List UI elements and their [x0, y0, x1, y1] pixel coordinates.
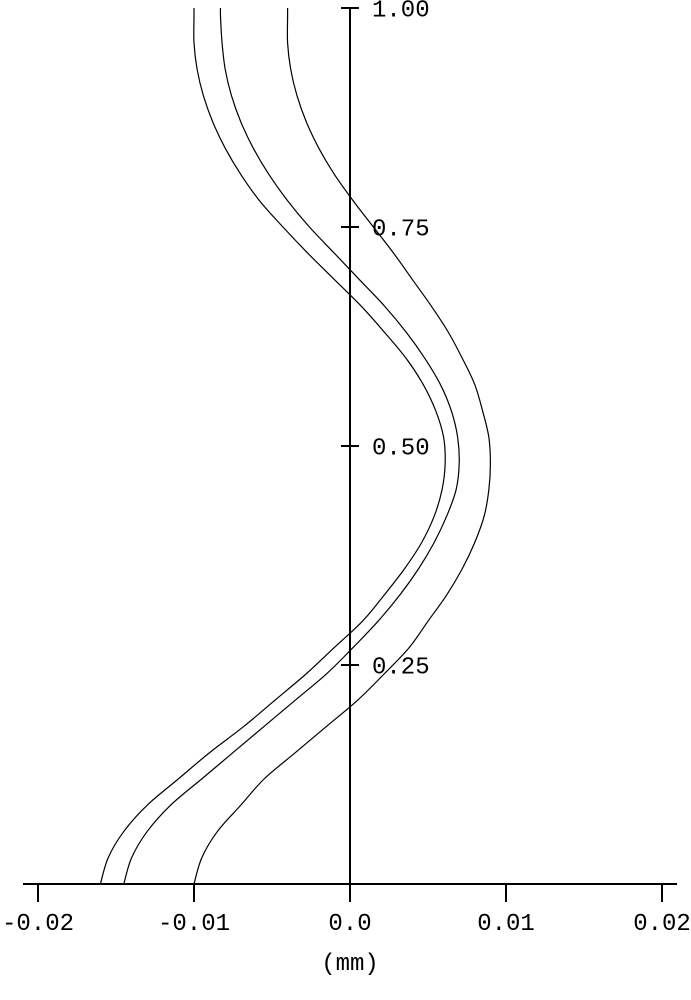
aberration-chart: -0.02-0.010.00.010.020.250.500.751.00(mm… — [0, 0, 691, 1000]
x-tick-label: -0.02 — [2, 911, 74, 938]
x-tick-label: 0.0 — [328, 911, 371, 938]
y-tick-label: 0.75 — [372, 216, 430, 243]
x-tick-label: 0.01 — [477, 911, 535, 938]
y-tick-label: 1.00 — [372, 0, 430, 24]
x-tick-label: 0.02 — [633, 911, 691, 938]
x-axis-label: (mm) — [321, 951, 379, 978]
y-tick-label: 0.50 — [372, 435, 430, 462]
x-tick-label: -0.01 — [158, 911, 230, 938]
